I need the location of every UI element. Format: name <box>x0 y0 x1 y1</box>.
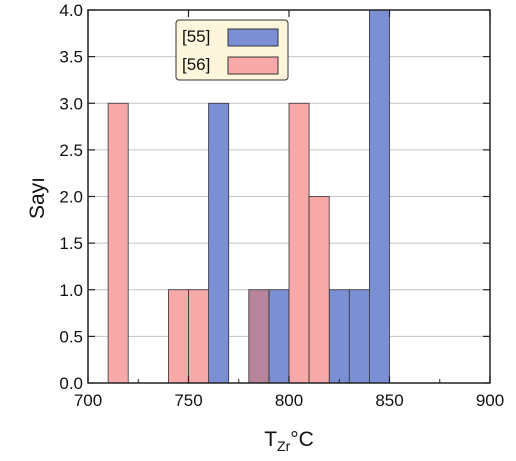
x-tick-label-1: 750 <box>174 391 202 410</box>
y-tick-label-4: 2.0 <box>59 188 83 207</box>
bar-series-0-790 <box>268 289 290 384</box>
x-axis-title: TZr°C <box>264 428 314 454</box>
bar-series-1-750 <box>188 289 210 384</box>
y-tick-label-0: 0.0 <box>59 374 83 393</box>
x-tick-label-0: 700 <box>74 391 102 410</box>
y-tick-label-1: 0.5 <box>59 327 83 346</box>
y-axis-title: Sayı <box>26 177 49 219</box>
legend-label-55: [55] <box>182 27 210 46</box>
x-tick-label-2: 800 <box>275 391 303 410</box>
y-tick-label-6: 3.0 <box>59 94 83 113</box>
legend-label-56: [56] <box>182 55 210 74</box>
y-tick-label-2: 1.0 <box>59 281 83 300</box>
bar-series-0-760 <box>208 102 230 384</box>
y-tick-label-3: 1.5 <box>59 234 83 253</box>
x-axis-title-subscript: Zr <box>277 438 291 454</box>
bar-series-2-780 <box>248 289 270 384</box>
bar-series-1-740 <box>167 289 189 384</box>
bar-series-1-810 <box>308 196 330 384</box>
axis-ticks: 700 750 800 850 900 0.0 0.5 1.0 1.5 2.0 2.5 3.0 3.5 4… <box>59 1 504 410</box>
y-tick-label-5: 2.5 <box>59 141 83 160</box>
bar-series-1-800 <box>288 102 310 384</box>
y-tick-label-8: 4.0 <box>59 1 83 20</box>
x-axis-title-unit: °C <box>290 428 314 451</box>
legend: [55] [56] <box>175 19 289 81</box>
y-tick-label-7: 3.5 <box>59 48 83 67</box>
legend-swatch-55 <box>227 28 279 47</box>
x-tick-label-3: 850 <box>375 391 403 410</box>
legend-swatch-56 <box>227 56 279 75</box>
x-tick-label-4: 900 <box>476 391 504 410</box>
bar-series-0-820 <box>328 289 350 384</box>
histogram-bars <box>107 9 390 384</box>
x-axis-title-symbol: T <box>264 428 277 451</box>
bar-series-1-710 <box>107 102 129 384</box>
bar-series-0-840 <box>368 9 390 384</box>
bar-series-0-830 <box>348 289 370 384</box>
